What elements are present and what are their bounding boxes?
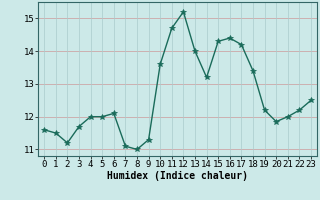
X-axis label: Humidex (Indice chaleur): Humidex (Indice chaleur) xyxy=(107,171,248,181)
